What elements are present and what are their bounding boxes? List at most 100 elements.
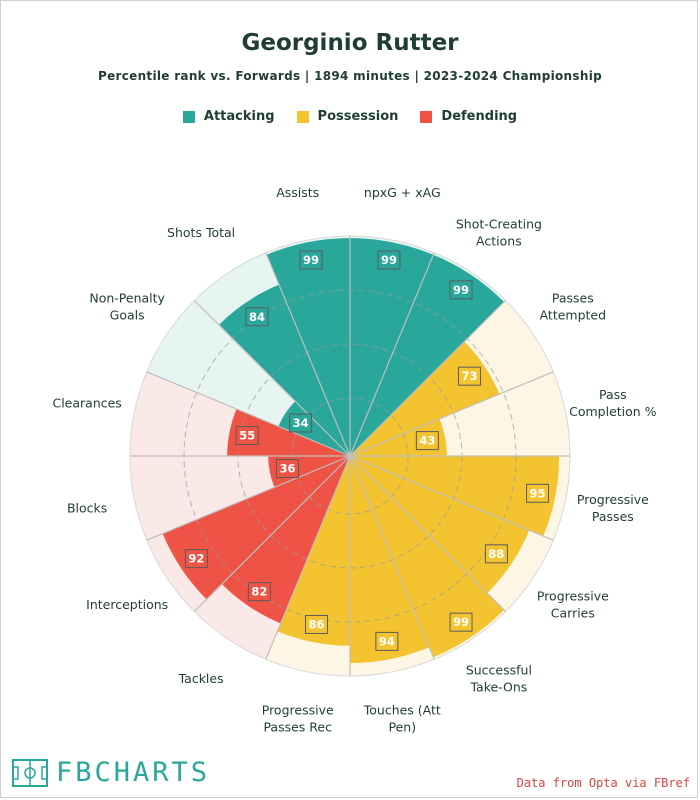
- legend-swatch-attacking: [182, 110, 195, 123]
- spoke-15: [265, 252, 351, 457]
- value-label-text: 99: [381, 253, 397, 267]
- axis-label-line: Clearances: [52, 396, 121, 411]
- axis-label-11: Blocks: [67, 500, 107, 515]
- value-label-box: [375, 631, 399, 651]
- axis-label-line: Tackles: [178, 671, 224, 686]
- axis-label-line: Actions: [476, 234, 522, 249]
- value-label-text: 86: [308, 617, 324, 631]
- axis-label-line: Non-Penalty: [89, 291, 165, 306]
- spoke-9: [265, 455, 351, 660]
- axis-label-3: Pass Completion %: [569, 387, 657, 419]
- axis-label-6: Successful Take-Ons: [466, 662, 532, 694]
- axis-label-line: Goals: [110, 308, 145, 323]
- value-label-text: 43: [419, 434, 435, 448]
- pitch-icon: [12, 759, 48, 787]
- value-label-text: 82: [251, 585, 267, 599]
- value-label-text: 55: [239, 429, 255, 443]
- value-label-10: 92: [184, 549, 208, 569]
- chart-subtitle: Percentile rank vs. Forwards | 1894 minu…: [97, 69, 602, 83]
- bar-successful-take-ons: [350, 456, 505, 658]
- data-source: Data from Opta via FBref: [516, 776, 690, 790]
- axis-label-line: Progressive: [577, 492, 649, 507]
- value-label-text: 34: [293, 416, 309, 430]
- axis-label-line: Passes Rec: [263, 719, 332, 734]
- bar-shot-creating-actions: [350, 254, 505, 456]
- spoke-14: [194, 300, 351, 457]
- axis-label-line: Interceptions: [86, 597, 168, 612]
- value-label-box: [377, 250, 401, 270]
- legend-label-possession: Possession: [317, 109, 399, 124]
- axis-label-line: Progressive: [262, 702, 334, 717]
- fbcharts-logo: FBCHARTS: [12, 758, 210, 788]
- spoke-5: [349, 455, 554, 541]
- value-label-5: 88: [484, 544, 508, 564]
- axis-label-2: Passes Attempted: [540, 291, 606, 323]
- value-label-1: 99: [449, 280, 473, 300]
- spoke-11: [146, 455, 351, 541]
- axis-label-9: Tackles: [178, 671, 224, 686]
- value-label-box: [484, 544, 508, 564]
- value-label-4: 95: [526, 483, 550, 503]
- value-label-13: 34: [289, 413, 313, 433]
- value-label-box: [449, 612, 473, 632]
- axis-label-8: Progressive Passes Rec: [262, 702, 334, 734]
- spoke-2: [349, 300, 506, 457]
- axis-label-line: Carries: [551, 605, 595, 620]
- axis-label-14: Shots Total: [167, 225, 235, 240]
- bar-interceptions: [162, 456, 350, 600]
- axis-label-line: Shot-Creating: [456, 217, 542, 232]
- axis-label-line: Completion %: [569, 404, 657, 419]
- legend-item-possession: Possession: [296, 109, 399, 124]
- value-label-0: 99: [377, 250, 401, 270]
- axis-label-line: Progressive: [537, 588, 609, 603]
- value-label-12: 55: [235, 426, 259, 446]
- spoke-1: [349, 252, 435, 457]
- value-label-text: 88: [488, 547, 504, 561]
- axis-label-line: Blocks: [67, 500, 107, 515]
- axis-label-line: Successful: [466, 662, 532, 677]
- value-label-text: 95: [530, 486, 546, 500]
- legend-label-attacking: Attacking: [203, 109, 275, 124]
- axis-label-4: Progressive Passes: [577, 492, 649, 524]
- bar-progressive-passes-rec: [277, 456, 350, 646]
- legend-swatch-possession: [296, 110, 309, 123]
- legend-label-defending: Defending: [441, 109, 518, 124]
- spoke-3: [349, 371, 554, 457]
- logo-text: FBCHARTS: [56, 757, 211, 788]
- chart-title: Georginio Rutter: [241, 30, 459, 56]
- value-label-box: [415, 431, 439, 451]
- value-label-text: 73: [461, 369, 477, 383]
- legend-item-attacking: Attacking: [182, 109, 275, 124]
- axis-label-line: Pass: [599, 387, 627, 402]
- axis-label-0: npxG + xAG: [364, 185, 441, 200]
- axis-label-line: npxG + xAG: [364, 185, 441, 200]
- value-label-text: 99: [453, 283, 469, 297]
- axis-label-line: Pen): [388, 719, 416, 734]
- legend-item-defending: Defending: [420, 109, 517, 124]
- value-label-3: 43: [415, 431, 439, 451]
- value-label-text: 99: [453, 615, 469, 629]
- value-label-text: 84: [249, 310, 265, 324]
- value-label-box: [449, 280, 473, 300]
- value-label-box: [275, 458, 299, 478]
- value-label-8: 86: [304, 614, 328, 634]
- value-label-box: [304, 614, 328, 634]
- value-label-text: 99: [303, 253, 319, 267]
- axis-label-7: Touches (Att Pen): [363, 702, 441, 734]
- value-label-text: 92: [188, 552, 204, 566]
- value-label-box: [289, 413, 313, 433]
- bar-touches-att-pen-: [350, 456, 430, 664]
- legend-swatch-defending: [420, 110, 433, 123]
- value-label-9: 82: [247, 582, 271, 602]
- spoke-6: [349, 455, 506, 612]
- axis-label-12: Clearances: [52, 396, 121, 411]
- axis-label-15: Assists: [276, 185, 319, 200]
- value-label-box: [235, 426, 259, 446]
- bar-shots-total: [218, 284, 350, 456]
- axis-label-line: Passes: [552, 291, 594, 306]
- spoke-7: [349, 455, 435, 660]
- axis-label-line: Passes: [592, 509, 634, 524]
- value-label-14: 84: [245, 307, 269, 327]
